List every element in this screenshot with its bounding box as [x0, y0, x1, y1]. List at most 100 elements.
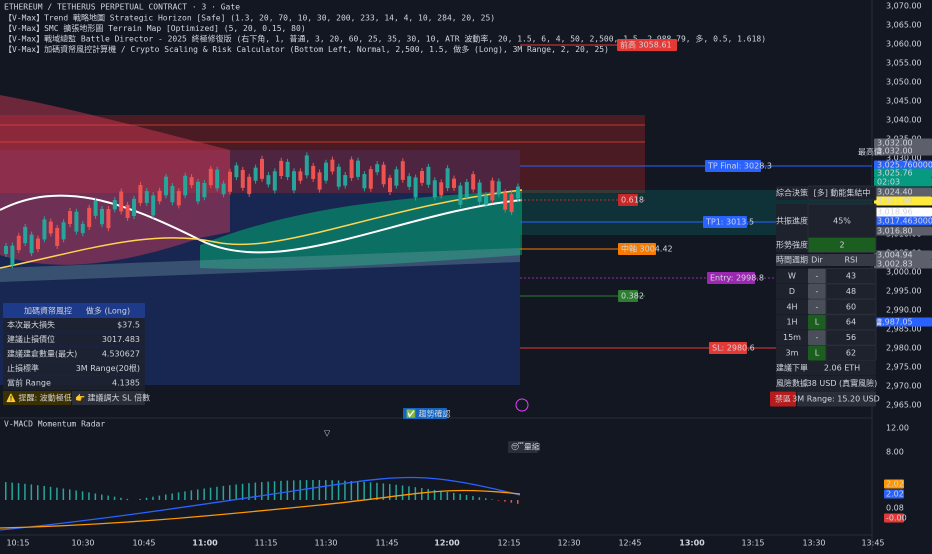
price-tick: 2,985.00 — [886, 325, 922, 334]
trend-line — [0, 189, 523, 269]
price-marker-label: 3,032.00 — [877, 147, 913, 156]
price-tick: 3,055.00 — [886, 59, 922, 68]
cell-label: 風險數據 — [776, 378, 808, 388]
histogram-bar — [229, 485, 231, 500]
cell — [776, 330, 808, 346]
price-tick: 2,975.00 — [886, 363, 922, 372]
candle-body — [23, 226, 28, 244]
panel-row — [3, 361, 145, 376]
time-tick: 10:30 — [71, 539, 94, 548]
warning: ⚠️ 提醒: 波動極低 — [6, 393, 72, 403]
histogram-bar — [120, 497, 122, 500]
level-tag — [703, 216, 747, 228]
level-tag — [618, 290, 638, 302]
histogram-bar — [241, 483, 244, 500]
cell — [770, 391, 796, 407]
candle-body — [445, 168, 450, 189]
histogram-bar — [209, 487, 212, 500]
indicator-legend: 【V-Max】戰域總監 Battle Director - 2025 終極修復版… — [4, 34, 766, 44]
price-tick: 2,970.00 — [886, 382, 922, 391]
badge — [403, 408, 447, 419]
histogram-bar — [5, 482, 7, 500]
price-tick: 2,995.00 — [886, 287, 922, 296]
histogram-bar — [369, 482, 372, 500]
level-tag — [617, 39, 677, 51]
candle-body — [196, 181, 200, 202]
histogram-bar — [113, 496, 116, 500]
cell — [807, 237, 877, 253]
histogram-bar — [261, 482, 263, 500]
candle-body — [362, 174, 367, 189]
rsi: 43 — [846, 272, 856, 281]
panel-row — [3, 318, 145, 332]
candle-body — [516, 186, 520, 199]
price-marker-label: 3,025.76 — [877, 169, 913, 178]
histogram-bar — [248, 483, 250, 500]
cell — [776, 268, 808, 284]
cell — [808, 268, 826, 284]
candle-body — [509, 194, 514, 213]
histogram-bar — [453, 492, 455, 500]
channel — [0, 248, 520, 282]
timeframe: 1H — [786, 318, 797, 327]
histogram-bar — [286, 480, 289, 500]
candle-body — [407, 176, 412, 187]
candle-body — [61, 222, 66, 240]
price-tick: 3,065.00 — [886, 21, 922, 30]
candle-body — [42, 219, 47, 240]
candle-body — [375, 164, 380, 173]
cell-label: 禁區 — [775, 395, 791, 404]
candle-body — [477, 182, 482, 202]
histogram-bar — [517, 500, 519, 504]
candle-body — [228, 171, 232, 192]
alert-icon[interactable] — [515, 398, 529, 412]
cell — [808, 283, 826, 299]
histogram-bar — [69, 489, 71, 500]
direction: - — [816, 287, 819, 296]
pane-title: V-MACD Momentum Radar — [4, 420, 105, 429]
macd-marker — [884, 479, 904, 489]
price-marker-label: 3,032.00 — [877, 139, 913, 148]
candle-body — [106, 208, 111, 229]
candle-body — [164, 176, 168, 196]
high-label: 最高價 — [858, 147, 882, 157]
warning-box — [3, 391, 71, 405]
level-label: SL: 2980.6 — [712, 344, 755, 353]
histogram-bar — [17, 483, 20, 500]
candle-body — [208, 168, 213, 186]
time-tick: 13:00 — [679, 539, 705, 548]
histogram-bar — [440, 490, 442, 500]
price-marker-label: 3,024.40 — [877, 188, 913, 197]
histogram-bar — [491, 499, 493, 500]
histogram-bar — [49, 486, 52, 500]
macd-tick: 2.02 — [886, 480, 904, 489]
direction: L — [815, 318, 820, 327]
candle-body — [29, 234, 34, 254]
candle-body — [272, 171, 277, 191]
histogram-bar — [203, 488, 205, 500]
price-tick: 3,050.00 — [886, 78, 922, 87]
time-tick: 10:45 — [132, 539, 155, 548]
price-marker-label: 02:03 — [877, 178, 900, 187]
candle-body — [400, 161, 405, 180]
row-label: 止損標準 — [7, 363, 39, 373]
histogram-bar — [350, 481, 353, 500]
row-label: 當前 Range — [7, 378, 51, 388]
cell — [797, 391, 876, 407]
timeframe: 4H — [786, 302, 797, 311]
histogram-bar — [139, 498, 141, 500]
macd-tick: 8.00 — [886, 448, 904, 457]
candle-body — [151, 195, 156, 216]
histogram-bar — [446, 491, 449, 500]
cell-label: 綜合決策 — [776, 188, 808, 198]
bear-cloud — [0, 95, 230, 265]
candle-body — [311, 165, 316, 179]
histogram-bar — [11, 482, 13, 500]
time-tick: 12:15 — [497, 539, 520, 548]
histogram-bar — [81, 491, 84, 500]
macd-tick: 0.08 — [886, 504, 904, 513]
direction: - — [816, 302, 819, 311]
header-cell — [776, 254, 808, 266]
histogram-bar — [24, 483, 26, 500]
candle-body — [381, 164, 386, 185]
